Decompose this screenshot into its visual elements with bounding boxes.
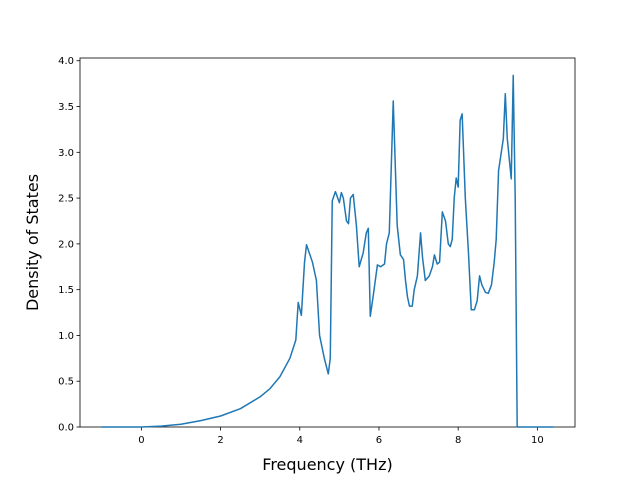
x-tick-label: 4 — [297, 435, 303, 446]
y-tick-label: 2.0 — [58, 239, 74, 250]
x-tick-label: 0 — [138, 435, 144, 446]
y-tick-label: 0.0 — [58, 423, 74, 434]
line — [101, 74, 554, 428]
y-axis-label: Density of States — [23, 174, 42, 311]
y-tick-label: 4.0 — [58, 56, 74, 67]
y-tick-label: 0.5 — [58, 377, 74, 388]
y-tick-label: 3.0 — [58, 148, 74, 159]
x-axis-label: Frequency (THz) — [262, 455, 392, 474]
x-tick-label: 8 — [455, 435, 461, 446]
plot-frame — [79, 57, 576, 428]
x-tick-label: 10 — [531, 435, 544, 446]
y-tick-label: 1.5 — [58, 285, 74, 296]
x-tick-label: 6 — [376, 435, 382, 446]
y-tick-label: 2.5 — [58, 194, 74, 205]
y-tick-label: 1.0 — [58, 331, 74, 342]
y-tick-label: 3.5 — [58, 102, 74, 113]
x-tick-label: 2 — [217, 435, 223, 446]
